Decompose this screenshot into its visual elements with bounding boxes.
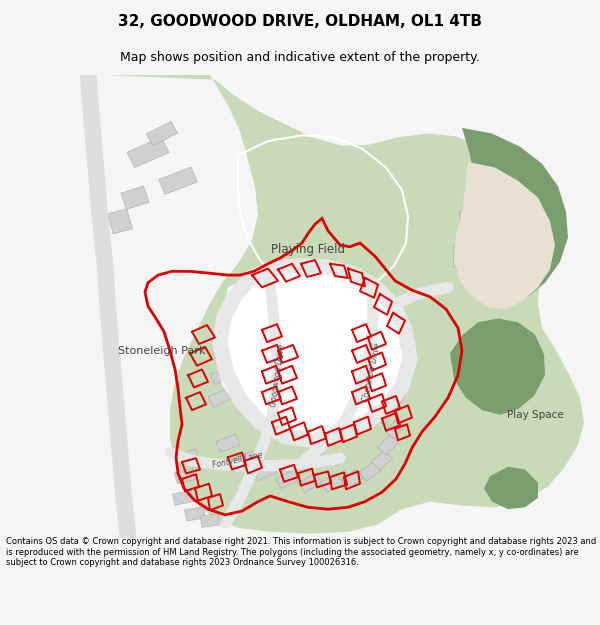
Bar: [312, 341, 332, 361]
Bar: [312, 383, 332, 401]
Bar: [172, 491, 194, 505]
Bar: [521, 184, 549, 201]
Bar: [245, 366, 266, 384]
Bar: [362, 394, 382, 413]
Bar: [371, 450, 393, 470]
Bar: [521, 246, 545, 262]
Bar: [323, 422, 344, 441]
Bar: [121, 186, 149, 209]
Bar: [383, 318, 401, 338]
Bar: [208, 389, 232, 407]
Bar: [360, 350, 380, 370]
Bar: [376, 386, 395, 406]
Bar: [341, 469, 363, 489]
Bar: [185, 507, 205, 521]
Text: Fontvell Lane: Fontvell Lane: [212, 451, 264, 470]
Bar: [385, 419, 404, 438]
Bar: [359, 462, 381, 481]
Bar: [349, 288, 371, 311]
Bar: [341, 340, 362, 361]
Bar: [367, 302, 389, 324]
Bar: [210, 366, 234, 385]
Bar: [158, 167, 197, 194]
Bar: [340, 318, 361, 339]
Polygon shape: [462, 128, 568, 297]
Bar: [471, 217, 509, 238]
Bar: [257, 401, 278, 419]
Polygon shape: [105, 75, 584, 534]
Bar: [341, 384, 362, 404]
Bar: [259, 281, 284, 304]
Bar: [470, 247, 505, 266]
Bar: [233, 451, 257, 469]
Bar: [387, 390, 405, 409]
Bar: [292, 379, 312, 398]
Bar: [248, 344, 268, 363]
Bar: [304, 422, 326, 441]
Bar: [312, 362, 332, 381]
Bar: [377, 435, 398, 455]
Polygon shape: [216, 269, 412, 441]
Bar: [215, 321, 241, 343]
Bar: [176, 449, 199, 466]
Bar: [292, 401, 312, 419]
Text: Playing Field: Playing Field: [271, 243, 345, 256]
Bar: [298, 473, 322, 492]
Text: Goodwood Drive: Goodwood Drive: [269, 343, 287, 407]
Bar: [467, 186, 509, 210]
Bar: [272, 396, 292, 414]
Bar: [284, 418, 306, 437]
Bar: [358, 308, 378, 329]
Bar: [244, 387, 266, 405]
Bar: [386, 351, 404, 369]
Bar: [253, 462, 277, 481]
Text: Chepstow Drive: Chepstow Drive: [361, 342, 383, 403]
Bar: [328, 279, 352, 302]
Bar: [459, 211, 481, 238]
Bar: [523, 216, 548, 232]
Bar: [212, 343, 238, 364]
Polygon shape: [484, 467, 538, 509]
Bar: [107, 209, 133, 234]
Text: Map shows position and indicative extent of the property.: Map shows position and indicative extent…: [120, 51, 480, 64]
Bar: [360, 329, 380, 349]
Bar: [387, 369, 405, 389]
Polygon shape: [450, 319, 545, 415]
Bar: [312, 404, 332, 422]
Bar: [341, 362, 362, 382]
Bar: [174, 468, 196, 484]
Bar: [362, 372, 382, 392]
Bar: [272, 375, 292, 394]
Text: Stoneleigh Park: Stoneleigh Park: [118, 346, 206, 356]
Bar: [200, 514, 220, 528]
Text: Play Space: Play Space: [506, 410, 563, 420]
Bar: [236, 288, 263, 312]
Bar: [127, 137, 169, 168]
Bar: [467, 272, 497, 289]
Bar: [321, 473, 343, 492]
Bar: [292, 338, 312, 356]
Bar: [358, 411, 378, 430]
Bar: [251, 321, 273, 342]
Bar: [307, 275, 329, 298]
Bar: [272, 354, 292, 372]
Bar: [513, 271, 535, 286]
Bar: [272, 332, 292, 351]
Polygon shape: [454, 162, 555, 309]
Bar: [292, 358, 312, 377]
Text: Contains OS data © Crown copyright and database right 2021. This information is : Contains OS data © Crown copyright and d…: [6, 538, 596, 568]
Bar: [376, 405, 395, 425]
Bar: [216, 434, 240, 452]
Bar: [453, 246, 471, 267]
Bar: [276, 469, 300, 489]
Text: 32, GOODWOOD DRIVE, OLDHAM, OL1 4TB: 32, GOODWOOD DRIVE, OLDHAM, OL1 4TB: [118, 14, 482, 29]
Bar: [342, 418, 362, 437]
Bar: [264, 413, 286, 432]
Bar: [283, 277, 307, 298]
Bar: [146, 121, 178, 146]
